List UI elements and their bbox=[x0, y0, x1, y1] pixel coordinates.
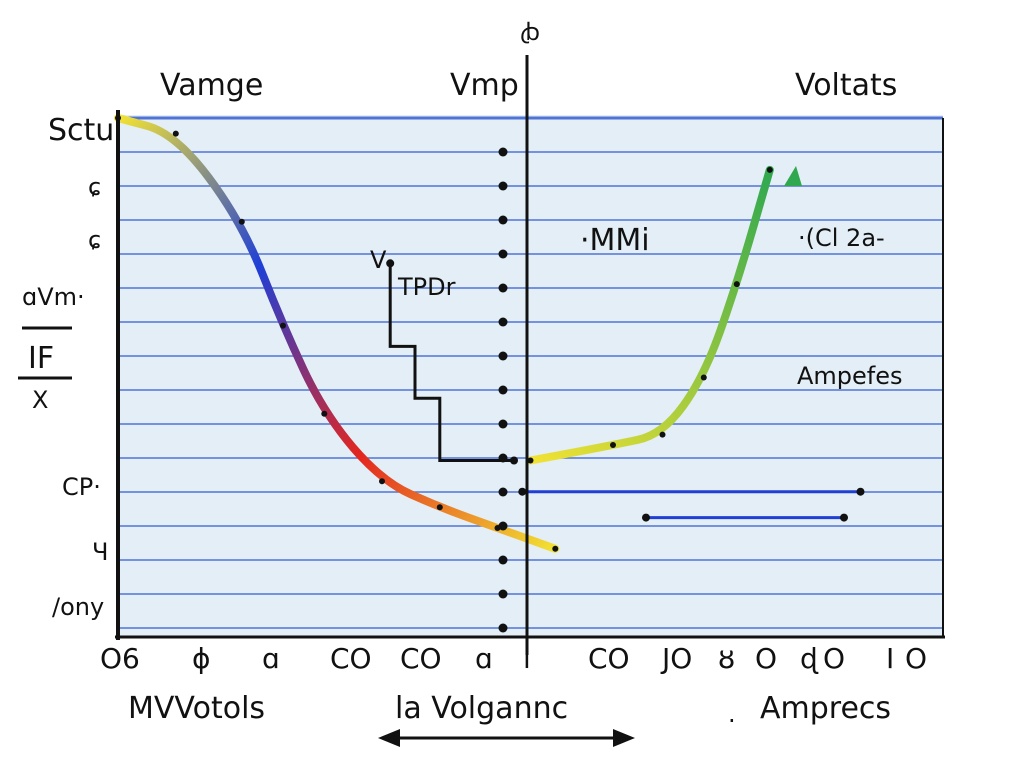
bottom-label-right: Amprecs bbox=[760, 691, 891, 726]
x-tick-label: ɑ bbox=[475, 642, 493, 675]
left-label: X bbox=[32, 386, 48, 414]
axis-dot bbox=[498, 351, 508, 361]
x-tick-label: O bbox=[823, 642, 845, 675]
axis-dot bbox=[498, 215, 508, 225]
data-point bbox=[510, 456, 518, 465]
annotation-mmi: ·MMi bbox=[580, 223, 650, 258]
data-point bbox=[379, 478, 385, 485]
data-point bbox=[700, 374, 707, 381]
axis-dot bbox=[498, 181, 508, 191]
x-tick-label: O bbox=[755, 642, 777, 675]
rising-curve-arrowhead bbox=[784, 166, 802, 186]
data-point bbox=[280, 322, 286, 329]
data-point bbox=[766, 166, 773, 173]
axis-dot bbox=[498, 589, 508, 599]
axis-dot bbox=[498, 249, 508, 259]
axis-dot bbox=[498, 555, 508, 565]
x-tick-label: l bbox=[523, 642, 531, 675]
x-tick-label: O bbox=[905, 642, 927, 675]
x-tick-label: ȣ bbox=[718, 642, 735, 675]
top-label-right: Voltats bbox=[795, 68, 897, 103]
plot-panel bbox=[118, 115, 943, 637]
data-point bbox=[610, 442, 616, 448]
data-point bbox=[642, 513, 650, 522]
axis-dot bbox=[498, 385, 508, 395]
axis-dot bbox=[498, 317, 508, 327]
data-point bbox=[321, 410, 328, 417]
bottom-label-right-prefix: . bbox=[728, 700, 736, 728]
left-label: /ony bbox=[52, 593, 104, 621]
x-tick-label: CO bbox=[588, 642, 630, 675]
data-point bbox=[733, 281, 740, 288]
center-axis-dots bbox=[498, 147, 508, 633]
data-point bbox=[386, 259, 395, 268]
x-tick-label: JO bbox=[660, 642, 692, 675]
x-tick-label: ɑ bbox=[262, 642, 280, 675]
data-point bbox=[527, 457, 534, 464]
x-tick-label: CO bbox=[330, 642, 372, 675]
data-point bbox=[552, 545, 559, 552]
arrowhead-right bbox=[613, 729, 635, 747]
x-tick-label: ɖ bbox=[800, 642, 819, 675]
x-tick-label: O6 bbox=[100, 642, 140, 675]
axis-dot bbox=[498, 453, 508, 463]
annotation-v: V bbox=[370, 246, 387, 274]
axis-dot bbox=[498, 521, 508, 531]
left-label: ɕ bbox=[88, 226, 101, 254]
data-point bbox=[659, 431, 666, 438]
left-label: IF bbox=[28, 341, 54, 376]
left-label: ɕ bbox=[88, 173, 101, 201]
x-tick-label: CO bbox=[400, 642, 442, 675]
series-line bbox=[526, 165, 774, 465]
left-label: Ч bbox=[92, 538, 108, 566]
top-axis-mark: ꞗ bbox=[520, 18, 540, 46]
top-label-left: Vamge bbox=[160, 68, 263, 103]
axis-dot bbox=[498, 623, 508, 633]
series-layer bbox=[114, 114, 865, 553]
data-point bbox=[856, 487, 865, 496]
data-point bbox=[436, 504, 443, 511]
axis-dot bbox=[498, 419, 508, 429]
data-point bbox=[172, 130, 179, 137]
series-line bbox=[388, 263, 514, 462]
arrowhead-left bbox=[378, 729, 400, 747]
x-tick-label: I bbox=[886, 642, 894, 675]
bottom-label-center: la Volgannc bbox=[395, 691, 568, 726]
bottom-label-left: MVVotols bbox=[128, 691, 265, 726]
data-point bbox=[238, 218, 245, 225]
axis-dot bbox=[498, 487, 508, 497]
series-line bbox=[114, 114, 560, 553]
x-tick-label: ɸ bbox=[192, 642, 210, 675]
data-point bbox=[840, 513, 848, 522]
left-label: Sctu bbox=[48, 113, 114, 148]
data-point bbox=[518, 487, 527, 496]
top-label-center: Vmp bbox=[450, 68, 519, 103]
left-label: ɑVm· bbox=[22, 283, 85, 311]
axis-dot bbox=[498, 283, 508, 293]
annotation-tpdr: TPDr bbox=[397, 273, 456, 301]
axis-dot bbox=[498, 147, 508, 157]
annotation-ampefes: Ampefes bbox=[797, 362, 903, 390]
annotation-cl2a: ·(Cl 2a- bbox=[798, 224, 885, 252]
left-label: CP· bbox=[62, 473, 101, 501]
